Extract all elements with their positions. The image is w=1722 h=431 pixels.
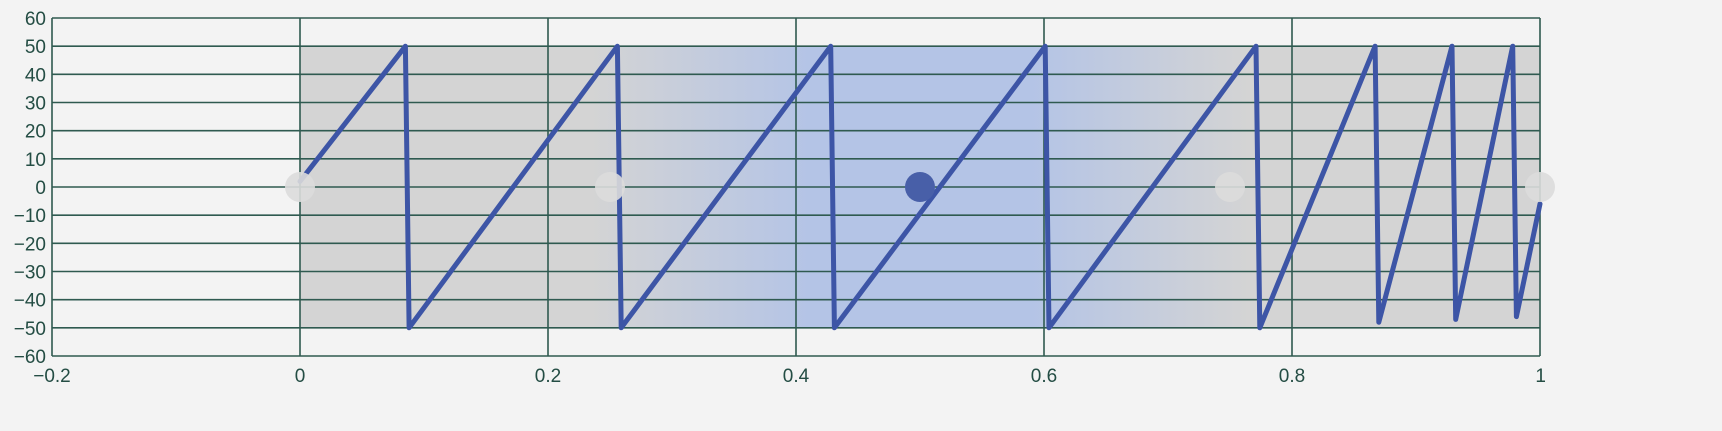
control-point-4[interactable] bbox=[1525, 172, 1555, 202]
y-tick-label: 40 bbox=[25, 65, 46, 86]
y-tick-label: 20 bbox=[25, 122, 46, 143]
series-line-0 bbox=[297, 43, 1543, 331]
y-tick-label: 50 bbox=[25, 37, 46, 58]
y-tick-label: −50 bbox=[14, 319, 46, 340]
y-tick-label: −40 bbox=[14, 291, 46, 312]
y-tick-label: −10 bbox=[14, 206, 46, 227]
x-tick-label: 0.2 bbox=[535, 366, 561, 387]
control-point-2[interactable] bbox=[905, 172, 935, 202]
y-tick-label: −20 bbox=[14, 234, 46, 255]
control-point-1[interactable] bbox=[595, 172, 625, 202]
y-tick-label: 0 bbox=[35, 178, 46, 199]
y-tick-label: −60 bbox=[14, 347, 46, 368]
y-tick-label: 60 bbox=[25, 9, 46, 30]
control-point-0[interactable] bbox=[285, 172, 315, 202]
y-tick-label: 10 bbox=[25, 150, 46, 171]
x-tick-label: 0 bbox=[295, 366, 306, 387]
x-tick-label: 1 bbox=[1535, 366, 1546, 387]
x-tick-label: −0.2 bbox=[33, 366, 71, 387]
x-tick-label: 0.6 bbox=[1031, 366, 1057, 387]
y-tick-label: 30 bbox=[25, 94, 46, 115]
y-tick-label: −30 bbox=[14, 263, 46, 284]
x-tick-label: 0.8 bbox=[1279, 366, 1305, 387]
control-point-3[interactable] bbox=[1215, 172, 1245, 202]
x-tick-label: 0.4 bbox=[783, 366, 810, 387]
